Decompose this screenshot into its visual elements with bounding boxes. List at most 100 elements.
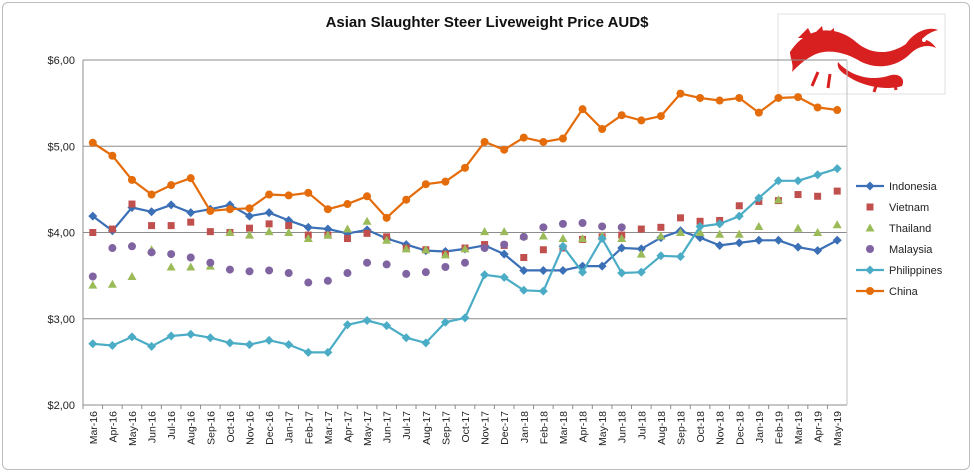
data-point-vietnam	[676, 214, 684, 222]
legend-item-malaysia: Malaysia	[866, 244, 933, 256]
x-tick-label: Jul-18	[636, 411, 648, 440]
data-point-philippines	[460, 313, 470, 323]
data-point-indonesia	[558, 265, 568, 275]
data-point-philippines	[166, 331, 176, 341]
data-point-vietnam	[89, 229, 97, 236]
data-point-malaysia	[421, 268, 430, 277]
data-point-china	[441, 177, 450, 186]
data-point-china	[304, 188, 313, 197]
data-point-malaysia	[167, 250, 176, 259]
data-point-philippines	[499, 272, 509, 282]
data-point-philippines	[793, 176, 803, 186]
series-philippines	[88, 164, 842, 357]
data-point-china	[774, 93, 783, 102]
data-point-philippines	[323, 347, 333, 357]
data-point-philippines	[421, 338, 431, 348]
data-point-indonesia	[303, 222, 313, 232]
data-point-indonesia	[186, 208, 196, 218]
x-tick-label: Nov-17	[480, 411, 492, 445]
data-point-malaysia	[206, 258, 215, 267]
legend-marker	[865, 223, 875, 232]
data-point-vietnam	[128, 200, 136, 208]
x-tick-label: Sep-16	[205, 411, 217, 445]
data-point-malaysia	[343, 269, 352, 278]
data-point-china	[461, 163, 469, 172]
data-point-indonesia	[323, 224, 333, 234]
legend-item-china: China	[856, 286, 919, 298]
data-point-vietnam	[265, 220, 273, 228]
data-point-thailand	[617, 234, 627, 243]
data-point-china	[265, 190, 274, 199]
data-point-philippines	[538, 286, 548, 296]
data-point-indonesia	[166, 200, 176, 210]
data-point-thailand	[382, 235, 392, 244]
legend-item-indonesia: Indonesia	[856, 181, 938, 193]
data-point-vietnam	[833, 187, 841, 195]
data-point-china	[186, 174, 195, 183]
y-tick-label: $2,00	[47, 400, 75, 412]
data-point-china	[108, 151, 117, 160]
x-tick-label: Dec-16	[264, 411, 276, 445]
x-tick-label: Jun-16	[147, 411, 159, 443]
data-point-vietnam	[187, 218, 195, 226]
data-point-indonesia	[245, 211, 255, 221]
data-point-china	[245, 204, 254, 213]
x-tick-label: Aug-17	[421, 411, 433, 445]
x-tick-label: Mar-16	[88, 411, 100, 444]
data-point-china	[421, 180, 430, 189]
data-point-malaysia	[245, 267, 254, 276]
data-point-malaysia	[617, 223, 626, 232]
legend-item-philippines: Philippines	[856, 265, 943, 277]
data-point-philippines	[813, 170, 823, 180]
data-point-china	[794, 93, 803, 102]
data-point-indonesia	[538, 265, 548, 275]
data-point-china	[167, 181, 176, 190]
data-point-philippines	[480, 270, 490, 280]
x-tick-label: Jun-18	[617, 411, 629, 443]
legend-marker	[866, 245, 874, 253]
x-tick-label: Jan-19	[754, 411, 766, 443]
data-point-china	[735, 93, 744, 102]
data-point-malaysia	[88, 272, 97, 281]
data-point-vietnam	[285, 222, 293, 230]
data-point-malaysia	[284, 269, 293, 278]
data-point-vietnam	[363, 229, 371, 237]
series-china	[88, 89, 842, 222]
data-point-thailand	[323, 230, 333, 239]
data-point-thailand	[127, 271, 137, 280]
data-point-vietnam	[696, 217, 704, 225]
data-point-thailand	[460, 244, 470, 253]
data-point-malaysia	[480, 244, 489, 253]
data-point-vietnam	[520, 254, 528, 262]
data-point-china	[500, 145, 509, 154]
data-point-vietnam	[539, 246, 547, 254]
data-point-philippines	[695, 221, 705, 231]
data-point-malaysia	[461, 258, 469, 267]
data-point-china	[676, 89, 685, 98]
legend-label: Indonesia	[889, 181, 938, 193]
x-tick-label: Sep-18	[675, 411, 687, 445]
data-point-china	[519, 133, 528, 142]
data-point-vietnam	[343, 235, 351, 243]
x-tick-label: May-16	[127, 411, 139, 446]
x-tick-label: Feb-18	[538, 411, 550, 444]
data-point-philippines	[734, 211, 744, 221]
data-point-indonesia	[147, 207, 157, 217]
data-point-china	[558, 134, 567, 143]
data-point-china	[343, 200, 352, 209]
data-point-philippines	[519, 285, 529, 295]
data-point-thailand	[88, 280, 98, 289]
x-tick-label: Apr-19	[813, 411, 825, 443]
y-tick-label: $4,00	[47, 228, 75, 240]
series-thailand	[88, 195, 842, 289]
data-point-thailand	[401, 244, 411, 253]
data-point-vietnam	[246, 224, 254, 232]
data-point-malaysia	[225, 265, 234, 274]
legend-marker	[866, 287, 874, 295]
data-point-china	[363, 192, 372, 201]
data-point-china	[480, 137, 489, 146]
data-point-thailand	[656, 231, 666, 240]
data-point-thailand	[245, 230, 255, 239]
legend-marker	[865, 265, 875, 275]
data-point-thailand	[186, 262, 196, 271]
